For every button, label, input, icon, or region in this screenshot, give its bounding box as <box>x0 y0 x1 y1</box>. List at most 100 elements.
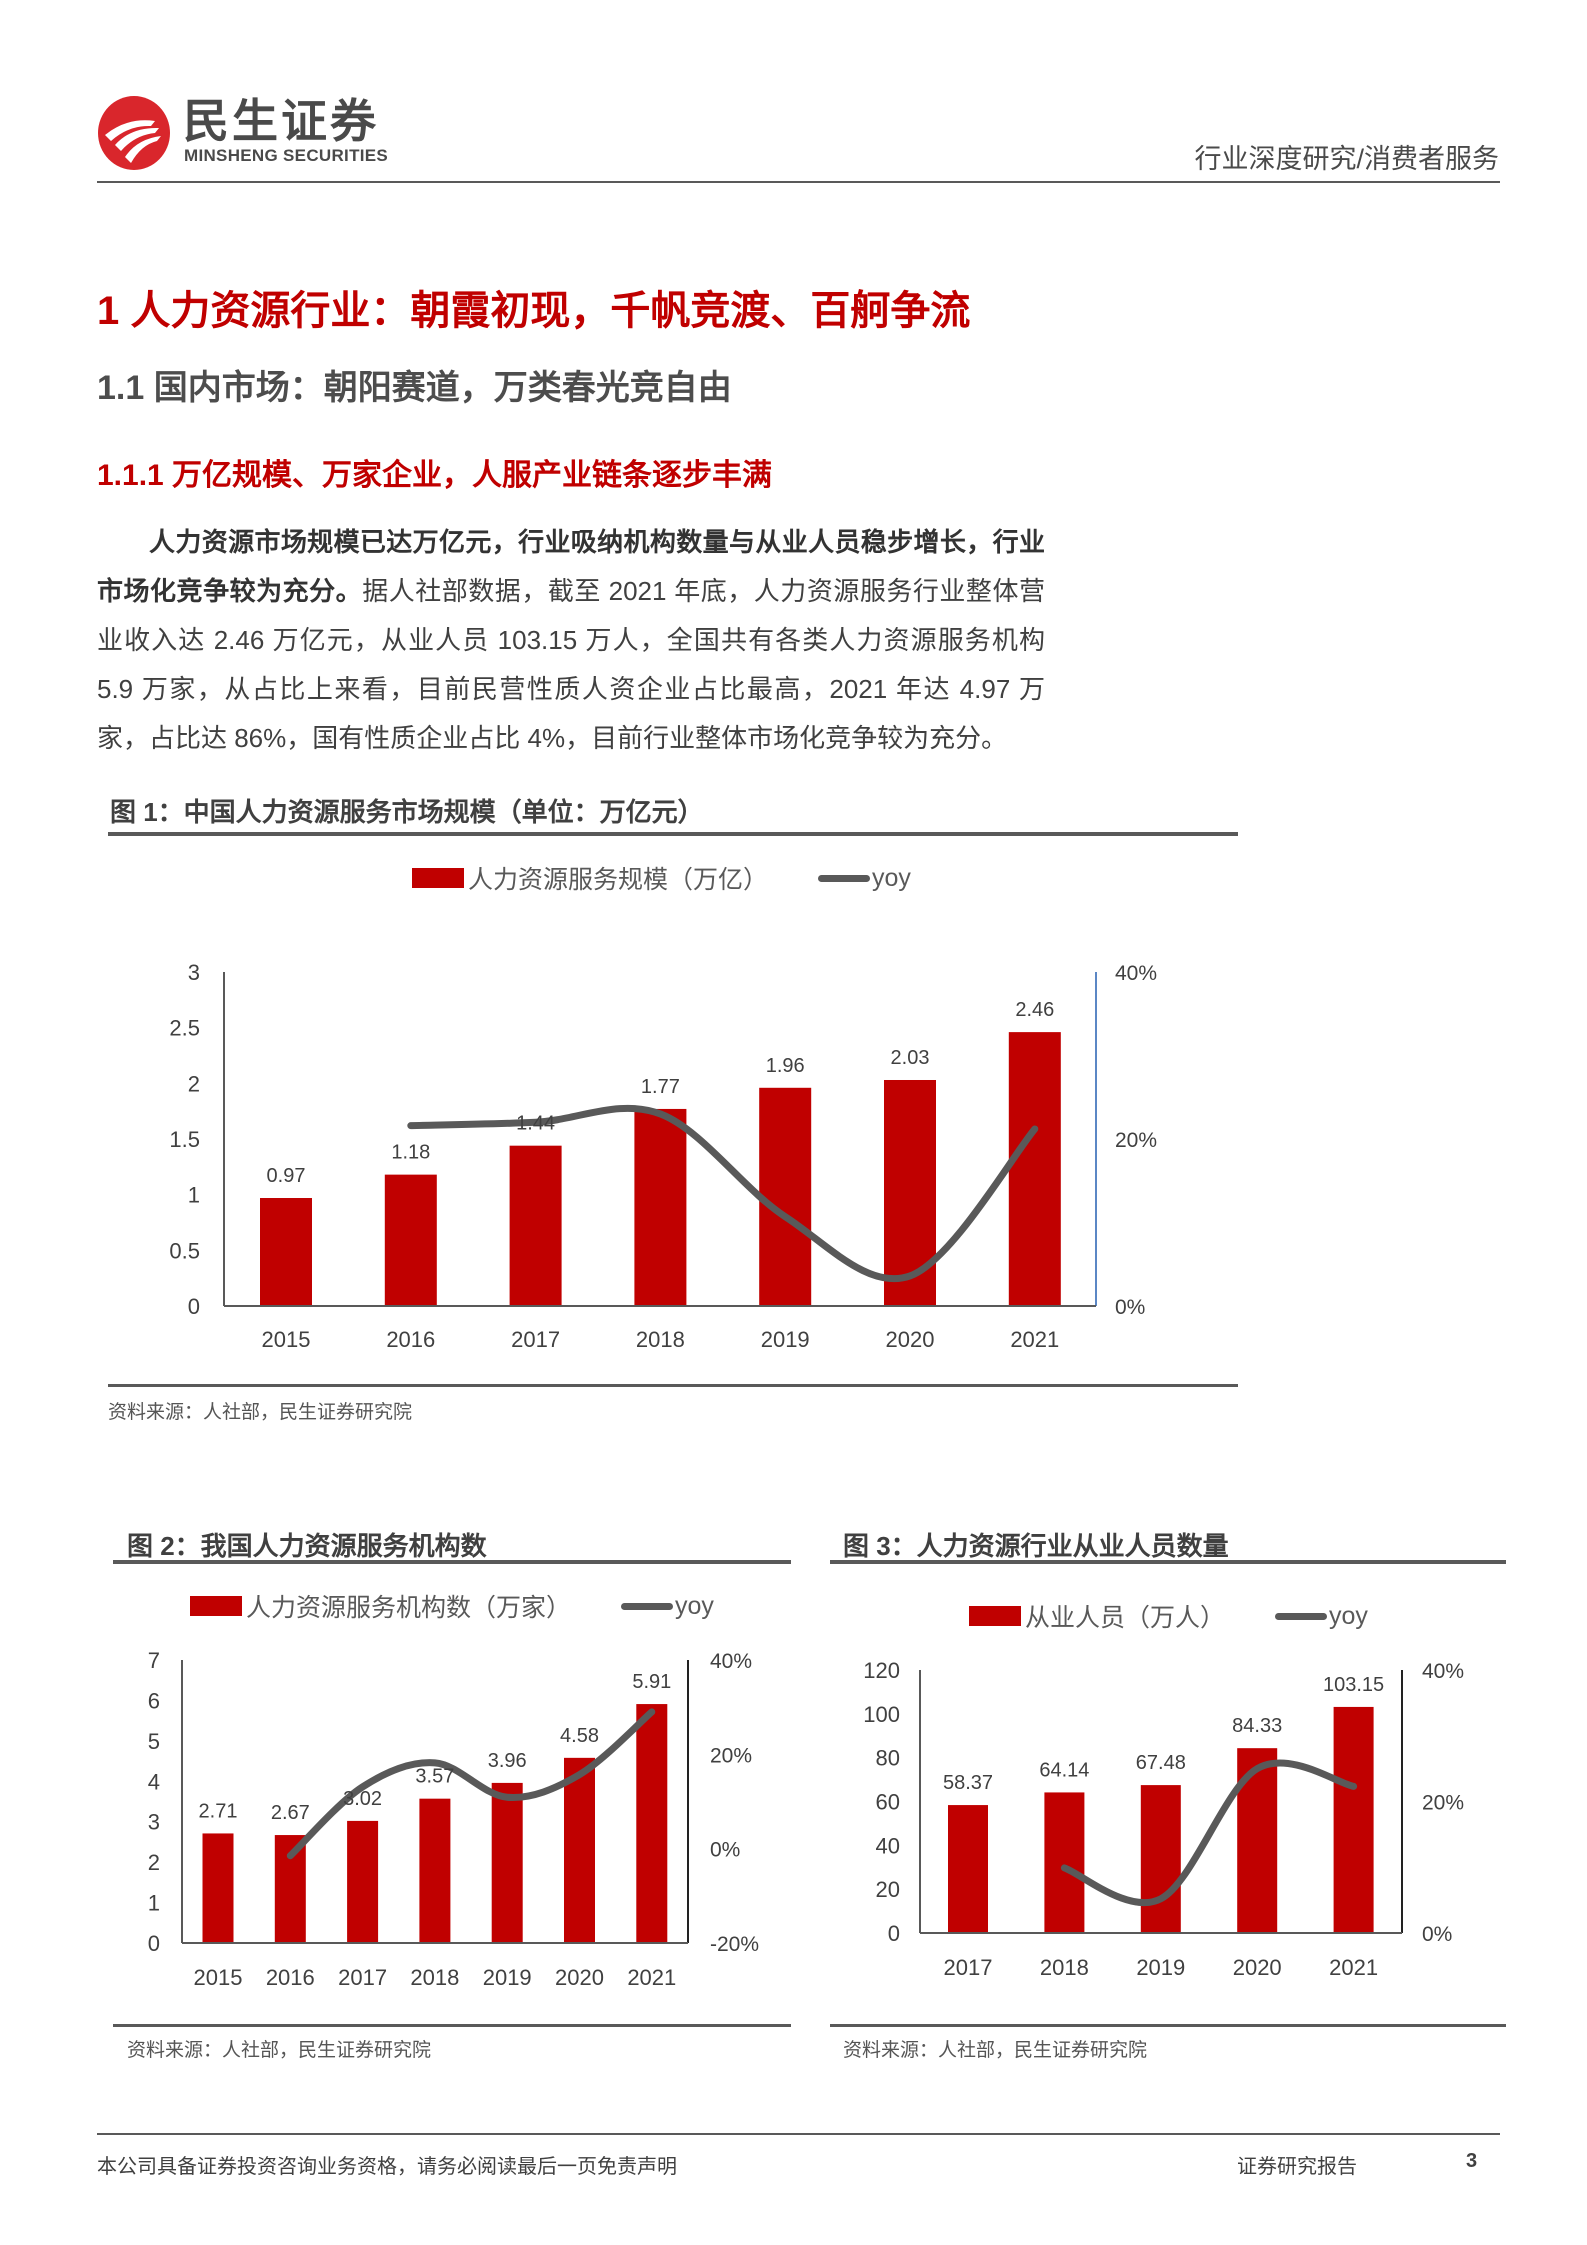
logo-text-en: MINSHENG SECURITIES <box>184 146 389 165</box>
y-tick-label: 0.5 <box>169 1238 200 1263</box>
figure-3-title: 图 3：人力资源行业从业人员数量 <box>843 1531 1229 1561</box>
y2-tick-label: 0% <box>1422 1923 1452 1946</box>
y-tick-label: 20 <box>876 1877 900 1902</box>
bar-value-label: 2.46 <box>1015 999 1054 1021</box>
bar <box>1044 1792 1085 1933</box>
figure-2-bottom-rule <box>113 2024 791 2027</box>
figure-3-legend: 从业人员（万人） yoy <box>969 1598 1368 1634</box>
figure-2-legend: 人力资源服务机构数（万家） yoy <box>190 1588 714 1624</box>
bar-value-label: 3.57 <box>415 1766 454 1788</box>
footer-disclaimer: 本公司具备证券投资咨询业务资格，请务必阅读最后一页免责声明 <box>97 2156 677 2178</box>
y-tick-label: 100 <box>863 1702 900 1727</box>
bar <box>491 1782 523 1943</box>
bar-value-label: 1.77 <box>641 1076 680 1098</box>
bar-value-label: 1.96 <box>766 1055 805 1077</box>
legend-line-label: yoy <box>1329 1601 1368 1630</box>
y2-tick-label: 40% <box>1422 1660 1464 1683</box>
y2-tick-label: 20% <box>710 1744 752 1767</box>
x-tick-label: 2020 <box>886 1327 935 1352</box>
legend-bar-label: 人力资源服务规模（万亿） <box>468 866 769 894</box>
x-tick-label: 2020 <box>555 1965 604 1990</box>
y-tick-label: 5 <box>148 1729 160 1754</box>
legend-bar-swatch <box>190 1596 242 1616</box>
figure-3-top-rule <box>830 1560 1506 1564</box>
y-tick-label: 60 <box>876 1790 900 1815</box>
bar <box>384 1174 437 1306</box>
figure-2-source: 资料来源：人社部，民生证券研究院 <box>127 2040 432 2061</box>
x-tick-label: 2017 <box>944 1955 993 1980</box>
figure-1-title: 图 1：中国人力资源服务市场规模（单位：万亿元） <box>110 797 704 827</box>
bar-value-label: 4.58 <box>560 1725 599 1747</box>
y-tick-label: 3 <box>148 1810 160 1835</box>
bar <box>1333 1706 1374 1933</box>
y-tick-label: 0 <box>888 1921 900 1946</box>
x-tick-label: 2017 <box>338 1965 387 1990</box>
figure-3-bottom-rule <box>830 2024 1506 2027</box>
yoy-line <box>1060 1759 1358 1907</box>
legend-line-swatch <box>1275 1612 1328 1620</box>
x-tick-label: 2018 <box>636 1327 685 1352</box>
section-heading-1-1: 1.1 国内市场：朝阳赛道，万类春光竞自由 <box>97 369 732 407</box>
paragraph-body: 据人社部数据，截至 2021 年底，人力资源服务行业整体营业收入达 2.46 万… <box>97 576 1045 753</box>
x-tick-label: 2021 <box>627 1965 676 1990</box>
legend-bar-label: 从业人员（万人） <box>1025 1604 1226 1632</box>
bar-value-label: 1.18 <box>391 1142 430 1164</box>
yoy-line <box>286 1708 656 1860</box>
y-tick-label: 0 <box>148 1931 160 1956</box>
legend-bar-swatch <box>969 1606 1021 1626</box>
y-tick-label: 1 <box>188 1183 200 1208</box>
figure-1-top-rule <box>108 832 1238 836</box>
bar <box>948 1805 988 1933</box>
y2-tick-label: 0% <box>1115 1296 1145 1319</box>
y2-tick-label: 40% <box>710 1650 752 1673</box>
x-tick-label: 2016 <box>386 1327 435 1352</box>
x-tick-label: 2020 <box>1233 1955 1282 1980</box>
legend-bar-swatch <box>412 868 464 888</box>
y-tick-label: 6 <box>148 1688 160 1713</box>
y-tick-label: 4 <box>148 1769 160 1794</box>
bar-value-label: 2.67 <box>271 1802 310 1824</box>
bar-value-label: 1.44 <box>516 1113 555 1135</box>
section-heading-1-1-1: 1.1.1 万亿规模、万家企业，人服产业链条逐步丰满 <box>97 459 773 492</box>
x-tick-label: 2018 <box>410 1965 459 1990</box>
y2-tick-label: 40% <box>1115 962 1157 985</box>
x-tick-label: 2017 <box>511 1327 560 1352</box>
y-tick-label: 3 <box>188 960 200 985</box>
header-divider <box>97 181 1500 183</box>
figure-3-source: 资料来源：人社部，民生证券研究院 <box>843 2040 1148 2061</box>
x-tick-label: 2016 <box>266 1965 315 1990</box>
report-category: 行业深度研究/消费者服务 <box>1194 144 1499 174</box>
y-tick-label: 1 <box>148 1891 160 1916</box>
bar <box>1140 1785 1181 1933</box>
figure-2-top-rule <box>113 1560 791 1564</box>
figure-3-plot: 0 20 40 60 80 100 120 0% 20% 40% 2017 2018 2019 2020 2… <box>863 1658 1464 1980</box>
body-paragraph: 人力资源市场规模已达万亿元，行业吸纳机构数量与从业人员稳步增长，行业市场化竞争较… <box>97 518 1045 763</box>
bar <box>260 1198 312 1306</box>
y-tick-label: 120 <box>863 1658 900 1683</box>
bar-value-label: 67.48 <box>1136 1752 1186 1774</box>
footer-report-type: 证券研究报告 <box>1237 2156 1357 2178</box>
y2-tick-label: 0% <box>710 1839 740 1862</box>
y-tick-label: 80 <box>876 1746 900 1771</box>
bar-value-label: 103.15 <box>1323 1674 1384 1696</box>
footer-divider <box>97 2133 1500 2135</box>
y-tick-label: 2 <box>188 1071 200 1096</box>
legend-line-swatch <box>818 874 871 882</box>
bar-value-label: 2.71 <box>199 1800 238 1822</box>
bar-value-label: 2.03 <box>891 1047 930 1069</box>
x-tick-label: 2021 <box>1010 1327 1059 1352</box>
y-tick-label: 2.5 <box>169 1016 200 1041</box>
bar-value-label: 3.02 <box>343 1788 382 1810</box>
figure-1-plot: 0 0.5 1 1.5 2 2.5 3 0% 20% 40% 2015 2016 2017 2018 201… <box>169 960 1157 1352</box>
figure-2-plot: 0 1 2 3 4 5 6 7 -20% 0% 20% 40% 2015 2016 2017 2018 2019… <box>148 1648 759 1990</box>
y-tick-label: 1.5 <box>169 1127 200 1152</box>
bar <box>759 1087 812 1306</box>
y2-tick-label: 20% <box>1115 1129 1157 1152</box>
bar <box>564 1757 595 1943</box>
bar <box>634 1108 687 1306</box>
x-tick-label: 2015 <box>194 1965 243 1990</box>
paragraph-lead: 人力资源市场规模已达万亿元，行业吸纳机构数量与从业人员稳步增长，行业市场化竞争较… <box>97 527 1045 606</box>
bar-value-label: 64.14 <box>1039 1759 1089 1781</box>
bar <box>884 1079 936 1306</box>
y-tick-label: 0 <box>188 1294 200 1319</box>
